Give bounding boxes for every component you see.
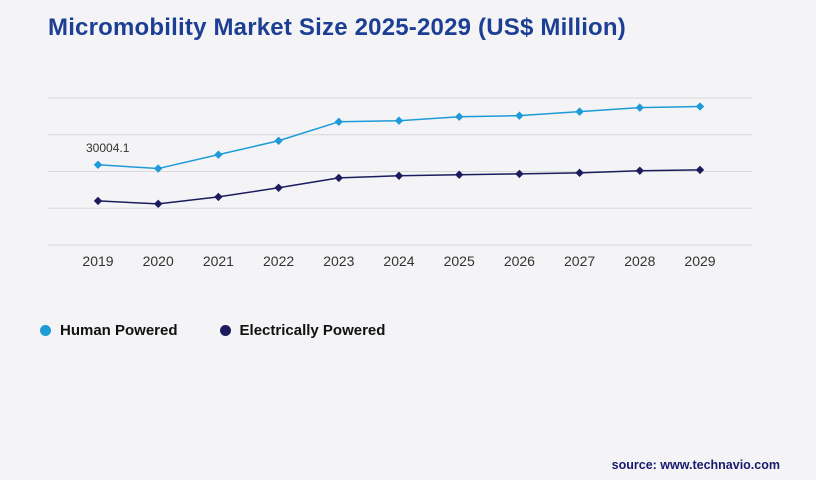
svg-text:2029: 2029 — [684, 253, 715, 269]
legend-label-human-powered: Human Powered — [60, 322, 178, 339]
legend-item-human-powered: Human Powered — [40, 322, 178, 339]
svg-text:2027: 2027 — [564, 253, 595, 269]
svg-text:2022: 2022 — [263, 253, 294, 269]
line-chart: 2019 2020 2021 2022 2023 2024 2025 2026 2027 2028… — [48, 90, 752, 272]
legend-item-electrically-powered: Electrically Powered — [219, 322, 386, 339]
svg-text:30004.1: 30004.1 — [86, 141, 130, 155]
legend-marker-electrically-powered-icon — [219, 325, 231, 336]
svg-text:2024: 2024 — [383, 253, 414, 269]
svg-text:2019: 2019 — [82, 253, 113, 269]
svg-text:2021: 2021 — [203, 253, 234, 269]
chart-title: Micromobility Market Size 2025-2029 (US$… — [48, 14, 626, 41]
legend-label-electrically-powered: Electrically Powered — [239, 322, 386, 339]
source-attribution: source: www.technavio.com — [611, 458, 780, 472]
svg-text:2025: 2025 — [444, 253, 475, 269]
svg-text:2026: 2026 — [504, 253, 535, 269]
legend-marker-human-powered-icon — [40, 325, 51, 336]
svg-text:2028: 2028 — [624, 253, 655, 269]
chart-canvas: 2019 2020 2021 2022 2023 2024 2025 2026 2027 2028… — [48, 97, 752, 269]
svg-text:2020: 2020 — [143, 253, 174, 269]
svg-text:2023: 2023 — [323, 253, 354, 269]
chart-legend: Human Powered Electrically Powered — [40, 322, 385, 339]
